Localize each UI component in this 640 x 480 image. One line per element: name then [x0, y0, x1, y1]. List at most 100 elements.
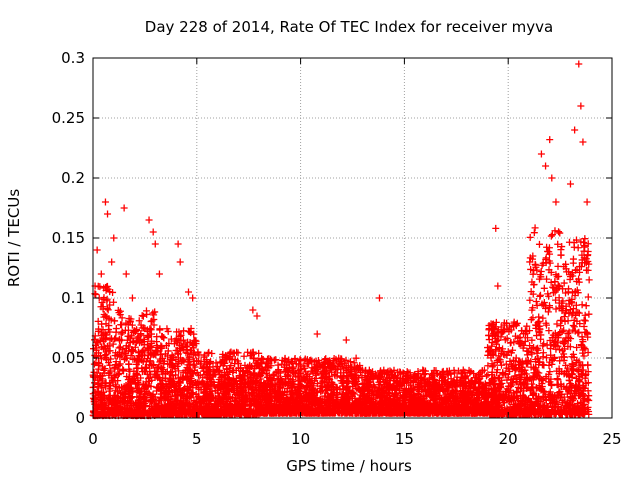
- data-point: [225, 395, 233, 403]
- data-point: [205, 375, 213, 383]
- data-point: [102, 312, 110, 320]
- data-point: [138, 312, 146, 320]
- data-point: [129, 372, 137, 380]
- data-point: [119, 367, 127, 375]
- data-point: [96, 283, 104, 291]
- data-point: [135, 358, 143, 366]
- data-point: [90, 396, 98, 404]
- data-point: [281, 354, 289, 362]
- data-point: [102, 379, 110, 387]
- data-point: [266, 390, 274, 398]
- data-point: [106, 336, 114, 344]
- data-point: [145, 409, 153, 417]
- data-point: [97, 381, 105, 389]
- data-point: [110, 298, 118, 306]
- data-point: [250, 369, 258, 377]
- data-point: [127, 315, 135, 323]
- data-point: [237, 377, 245, 385]
- data-point: [148, 392, 156, 400]
- data-point: [131, 343, 139, 351]
- data-point: [155, 363, 163, 371]
- data-point: [193, 379, 201, 387]
- data-point: [185, 328, 193, 336]
- data-point: [141, 364, 149, 372]
- data-point: [171, 401, 179, 409]
- data-point: [94, 327, 102, 335]
- data-point: [147, 339, 155, 347]
- data-point: [149, 309, 157, 317]
- data-point: [331, 372, 339, 380]
- data-point: [184, 408, 192, 416]
- data-point: [328, 368, 336, 376]
- data-point: [174, 360, 182, 368]
- data-point: [228, 394, 236, 402]
- data-point: [172, 409, 180, 417]
- data-point: [167, 382, 175, 390]
- data-point: [160, 395, 168, 403]
- data-point: [130, 367, 138, 375]
- data-point: [103, 356, 111, 364]
- data-point: [201, 380, 209, 388]
- data-point: [225, 374, 233, 382]
- data-point: [244, 368, 252, 376]
- data-point: [187, 394, 195, 402]
- data-point: [109, 340, 117, 348]
- data-point: [104, 306, 112, 314]
- data-point: [194, 349, 202, 357]
- data-point: [307, 367, 315, 375]
- data-point: [115, 394, 123, 402]
- data-point: [242, 384, 250, 392]
- data-point: [212, 359, 220, 367]
- data-point: [203, 386, 211, 394]
- data-point: [159, 370, 167, 378]
- data-point: [167, 335, 175, 343]
- data-point: [187, 368, 195, 376]
- data-point: [96, 336, 104, 344]
- data-point: [189, 401, 197, 409]
- data-point: [112, 328, 120, 336]
- data-point: [302, 368, 310, 376]
- data-point: [92, 353, 100, 361]
- data-point: [218, 377, 226, 385]
- data-point: [187, 325, 195, 333]
- data-point: [110, 406, 118, 414]
- data-point: [208, 402, 216, 410]
- data-point: [255, 349, 263, 357]
- data-point: [114, 388, 122, 396]
- data-point: [244, 380, 252, 388]
- data-point: [181, 402, 189, 410]
- data-point: [129, 355, 137, 363]
- data-point: [147, 317, 155, 325]
- data-point: [247, 363, 255, 371]
- data-point: [196, 371, 204, 379]
- data-point: [352, 354, 360, 362]
- data-point: [93, 369, 101, 377]
- data-point: [124, 321, 132, 329]
- data-point: [121, 388, 129, 396]
- data-point: [115, 309, 123, 317]
- data-point: [133, 327, 141, 335]
- data-point: [240, 409, 248, 417]
- data-point: [135, 317, 143, 325]
- data-point: [111, 411, 119, 419]
- data-point: [245, 398, 253, 406]
- data-point: [118, 398, 126, 406]
- data-point: [152, 338, 160, 346]
- data-point: [203, 368, 211, 376]
- data-point: [219, 359, 227, 367]
- data-point: [164, 347, 172, 355]
- data-point: [117, 383, 125, 391]
- data-point: [153, 387, 161, 395]
- data-point: [223, 390, 231, 398]
- data-point: [184, 382, 192, 390]
- data-point: [176, 332, 184, 340]
- data-point: [142, 307, 150, 315]
- data-point: [169, 397, 177, 405]
- data-point: [154, 383, 162, 391]
- data-point: [176, 392, 184, 400]
- data-point: [283, 385, 291, 393]
- data-point: [159, 377, 167, 385]
- data-point: [105, 369, 113, 377]
- data-point: [134, 364, 142, 372]
- data-point: [248, 385, 256, 393]
